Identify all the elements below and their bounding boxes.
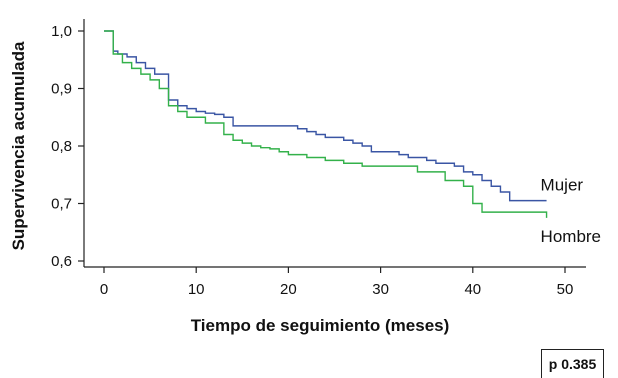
y-tick-label: 0,8 <box>51 138 72 155</box>
y-tick-label: 0,7 <box>51 196 72 213</box>
x-axis-title: Tiempo de seguimiento (meses) <box>191 316 450 335</box>
x-tick-label: 10 <box>188 281 205 298</box>
series-label-hombre: Hombre <box>541 227 601 246</box>
axes: 0,6 0,7 0,8 0,9 1,0 0 10 20 30 40 50 <box>51 19 586 298</box>
y-tick-label: 0,6 <box>51 253 72 270</box>
series-layer <box>104 30 548 218</box>
series-label-mujer: Mujer <box>541 176 584 195</box>
x-tick-label: 20 <box>280 281 297 298</box>
x-tick-label: 0 <box>100 281 108 298</box>
y-tick-label: 0,9 <box>51 81 72 98</box>
p-value-box: p 0.385 <box>541 349 604 378</box>
y-tick-label: 1,0 <box>51 23 72 40</box>
labels-layer: Mujer Hombre <box>541 176 601 246</box>
y-axis-title: Supervivencia acumulada <box>9 41 28 250</box>
x-tick-label: 50 <box>557 281 574 298</box>
series-line-mujer <box>104 30 547 202</box>
x-tick-label: 30 <box>372 281 389 298</box>
series-line-hombre <box>104 30 548 218</box>
x-tick-label: 40 <box>464 281 481 298</box>
